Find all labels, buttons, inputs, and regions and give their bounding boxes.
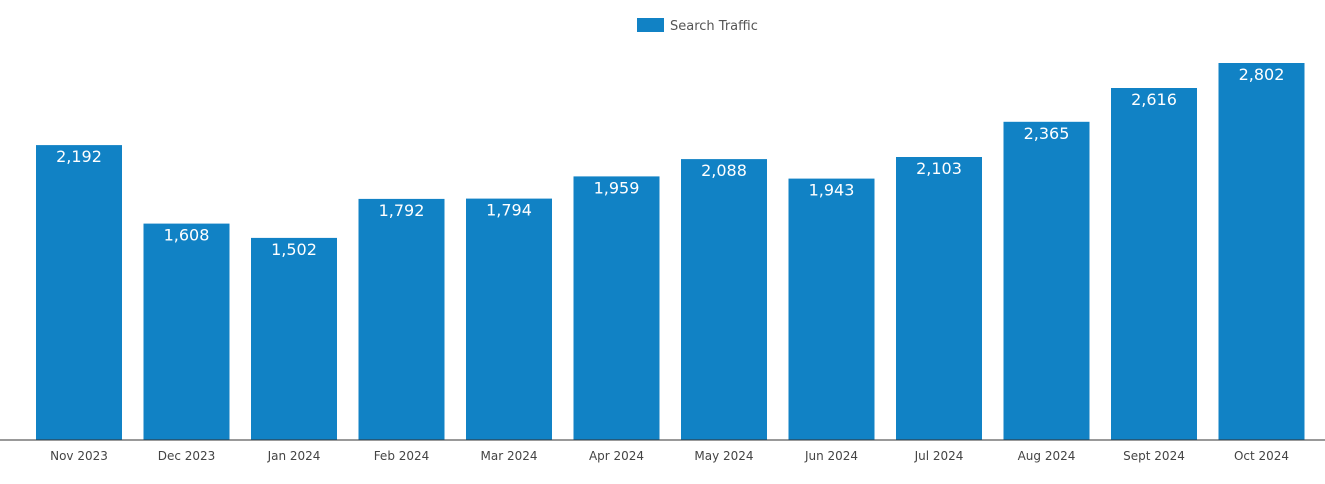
data-label-oct-2024: 2,802: [1239, 65, 1285, 84]
data-label-sept-2024: 2,616: [1131, 90, 1177, 109]
x-tick-label-jul-2024: Jul 2024: [914, 449, 964, 463]
bars-group: [36, 63, 1305, 441]
data-labels-group: 2,192 1,608 1,502 1,792 1,794 1,959 2,088 1,943…: [56, 65, 1284, 259]
bar-sept-2024[interactable]: [1111, 88, 1197, 440]
x-tick-label-aug-2024: Aug 2024: [1018, 449, 1076, 463]
data-label-feb-2024: 1,792: [379, 201, 425, 220]
data-label-dec-2023: 1,608: [164, 226, 210, 245]
data-label-nov-2023: 2,192: [56, 147, 102, 166]
x-tick-label-oct-2024: Oct 2024: [1234, 449, 1289, 463]
data-label-jan-2024: 1,502: [271, 240, 317, 259]
data-label-jul-2024: 2,103: [916, 159, 962, 178]
bar-mar-2024[interactable]: [466, 198, 552, 440]
bar-nov-2023[interactable]: [36, 145, 122, 440]
bar-oct-2024[interactable]: [1218, 63, 1305, 440]
x-tick-label-feb-2024: Feb 2024: [374, 449, 430, 463]
legend[interactable]: Search Traffic: [637, 18, 758, 34]
bar-may-2024[interactable]: [681, 159, 767, 440]
legend-label-search-traffic: Search Traffic: [670, 19, 758, 34]
x-tick-label-sept-2024: Sept 2024: [1123, 449, 1185, 463]
x-tick-label-mar-2024: Mar 2024: [481, 449, 538, 463]
bar-dec-2023[interactable]: [143, 223, 230, 440]
data-label-may-2024: 2,088: [701, 161, 747, 180]
bar-feb-2024[interactable]: [358, 198, 445, 440]
x-tick-label-nov-2023: Nov 2023: [50, 449, 108, 463]
data-label-aug-2024: 2,365: [1024, 124, 1070, 143]
x-tick-label-apr-2024: Apr 2024: [589, 449, 644, 463]
bar-jan-2024[interactable]: [251, 237, 337, 440]
data-label-jun-2024: 1,943: [809, 181, 855, 200]
data-label-mar-2024: 1,794: [486, 201, 532, 220]
bar-jul-2024[interactable]: [896, 157, 982, 440]
bar-apr-2024[interactable]: [573, 176, 660, 440]
data-label-apr-2024: 1,959: [594, 178, 640, 197]
x-tick-label-may-2024: May 2024: [694, 449, 753, 463]
bar-aug-2024[interactable]: [1003, 121, 1090, 441]
x-tick-label-dec-2023: Dec 2023: [158, 449, 216, 463]
x-tick-labels: Nov 2023 Dec 2023 Jan 2024 Feb 2024 Mar 2024…: [50, 449, 1289, 463]
bar-jun-2024[interactable]: [788, 178, 875, 440]
legend-swatch-search-traffic: [637, 18, 664, 32]
x-tick-label-jan-2024: Jan 2024: [267, 449, 321, 463]
x-tick-label-jun-2024: Jun 2024: [804, 449, 858, 463]
